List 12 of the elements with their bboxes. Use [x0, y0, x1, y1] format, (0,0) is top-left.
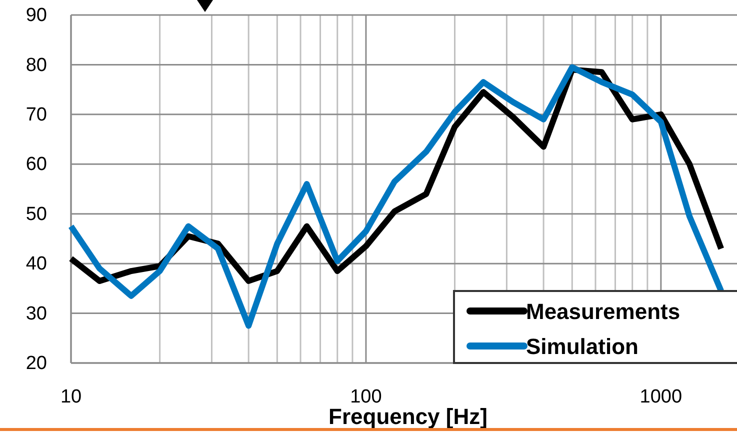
- y-tick-label: 80: [26, 54, 47, 76]
- x-tick-label: 10: [60, 386, 82, 408]
- y-tick-label: 30: [26, 303, 47, 324]
- y-tick-label: 70: [26, 104, 47, 126]
- y-tick-label: 90: [26, 5, 47, 26]
- legend-label: Measurements: [526, 299, 680, 324]
- y-tick-label: 60: [26, 154, 47, 176]
- y-tick-label: 50: [26, 204, 47, 225]
- y-tick-label: 20: [26, 353, 47, 374]
- legend-label: Simulation: [526, 334, 638, 359]
- x-tick-label: 1000: [640, 386, 682, 408]
- y-tick-label: 40: [26, 254, 47, 275]
